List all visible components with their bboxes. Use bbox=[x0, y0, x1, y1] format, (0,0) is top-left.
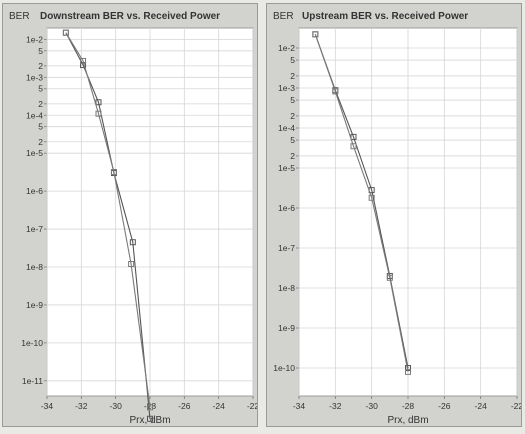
upstream-chart-panel: 1e-2 5 2 1e-3 5 2 1e-4 5 2 1e-5 1e-6 1e-7 1e-8 1e-9 1e… bbox=[266, 3, 523, 427]
x-tick-label: -24 bbox=[213, 401, 226, 411]
series-2-point bbox=[128, 261, 135, 268]
series-2-point bbox=[312, 31, 319, 38]
x-tick-label: -32 bbox=[75, 401, 88, 411]
y-tick-label: 1e-9 bbox=[26, 300, 43, 310]
chart-title: Downstream BER vs. Received Power bbox=[40, 11, 220, 22]
x-axis-label: Prx, dBm bbox=[129, 415, 170, 426]
y-tick-label: 5 bbox=[38, 84, 43, 94]
series-2-point bbox=[95, 110, 102, 117]
y-tick-label: 1e-4 bbox=[26, 110, 43, 120]
series-1-point bbox=[95, 99, 102, 106]
chart-title: Upstream BER vs. Received Power bbox=[302, 11, 468, 22]
y-tick-label: 1e-3 bbox=[26, 72, 43, 82]
x-tick-label: -30 bbox=[366, 401, 379, 411]
y-tick-label: 5 bbox=[38, 46, 43, 56]
upstream-ber-chart: 1e-2 5 2 1e-3 5 2 1e-4 5 2 1e-5 1e-6 1e-7 1e-8 1e-9 1e… bbox=[273, 11, 523, 426]
x-tick-label: -30 bbox=[110, 401, 123, 411]
y-tick-label: 1e-5 bbox=[278, 163, 295, 173]
x-tick-label: -32 bbox=[329, 401, 342, 411]
x-tick-label: -34 bbox=[293, 401, 306, 411]
series-1-point bbox=[350, 133, 357, 140]
x-tick-label: -34 bbox=[41, 401, 54, 411]
series-1-point bbox=[147, 415, 153, 422]
series-2-point bbox=[80, 57, 87, 64]
series-2-point bbox=[386, 274, 393, 281]
y-tick-label: 1e-5 bbox=[26, 148, 43, 158]
y-tick-label: 2 bbox=[38, 61, 43, 71]
downstream-ber-chart: 1e-2521e-3521e-4521e-51e-61e-71e-81e-91e… bbox=[9, 11, 259, 426]
y-tick-label: 1e-11 bbox=[22, 376, 43, 386]
x-axis-label: Prx, dBm bbox=[387, 415, 428, 426]
y-tick-label: 1e-6 bbox=[26, 186, 43, 196]
series-2-point bbox=[368, 194, 375, 201]
y-tick-label: 1e-4 bbox=[278, 123, 295, 133]
y-tick-label: 1e-7 bbox=[26, 224, 43, 234]
series-2-line bbox=[65, 32, 151, 408]
y-tick-label: 1e-2 bbox=[26, 34, 43, 44]
y-tick-label: 1e-2 bbox=[278, 43, 295, 53]
x-tick-label: -24 bbox=[475, 401, 488, 411]
y-tick-label: 5 bbox=[290, 95, 295, 105]
y-tick-label: 2 bbox=[290, 71, 295, 81]
y-tick-label: 1e-8 bbox=[278, 283, 295, 293]
y-axis-label: BER bbox=[9, 11, 30, 22]
y-tick-label: 1e-6 bbox=[278, 203, 295, 213]
y-tick-label: 5 bbox=[290, 135, 295, 145]
x-tick-label: -22 bbox=[511, 401, 521, 411]
series-2-point bbox=[110, 168, 117, 175]
series-2-line bbox=[314, 34, 409, 373]
series-2-point bbox=[332, 88, 339, 95]
y-tick-label: 5 bbox=[290, 55, 295, 65]
y-tick-label: 2 bbox=[38, 99, 43, 109]
y-tick-label: 2 bbox=[38, 137, 43, 147]
x-tick-label: -22 bbox=[247, 401, 257, 411]
y-tick-label: 1e-3 bbox=[278, 83, 295, 93]
series-1-point bbox=[129, 239, 136, 246]
x-tick-label: -28 bbox=[402, 401, 415, 411]
series-2-point bbox=[405, 368, 411, 375]
x-tick-label: -26 bbox=[438, 401, 451, 411]
series-2-point bbox=[62, 29, 69, 36]
y-tick-label: 2 bbox=[290, 151, 295, 161]
downstream-chart-panel: 1e-2 5 2 1e-3 5 2 1e-4 5 2 1e-5 1e-6 1e-7 1e-8 1e-9 1e… bbox=[2, 3, 259, 427]
x-tick-label: -26 bbox=[178, 401, 191, 411]
y-tick-label: 1e-8 bbox=[26, 262, 43, 272]
y-axis-label: BER bbox=[273, 11, 294, 22]
y-tick-label: 5 bbox=[38, 122, 43, 132]
series-2-point bbox=[350, 143, 357, 150]
y-tick-label: 1e-9 bbox=[278, 323, 295, 333]
y-tick-label: 1e-10 bbox=[273, 363, 295, 373]
y-tick-label: 1e-7 bbox=[278, 243, 295, 253]
y-tick-label: 2 bbox=[290, 111, 295, 121]
y-tick-label: 1e-10 bbox=[21, 338, 43, 348]
series-2-point bbox=[147, 404, 153, 411]
